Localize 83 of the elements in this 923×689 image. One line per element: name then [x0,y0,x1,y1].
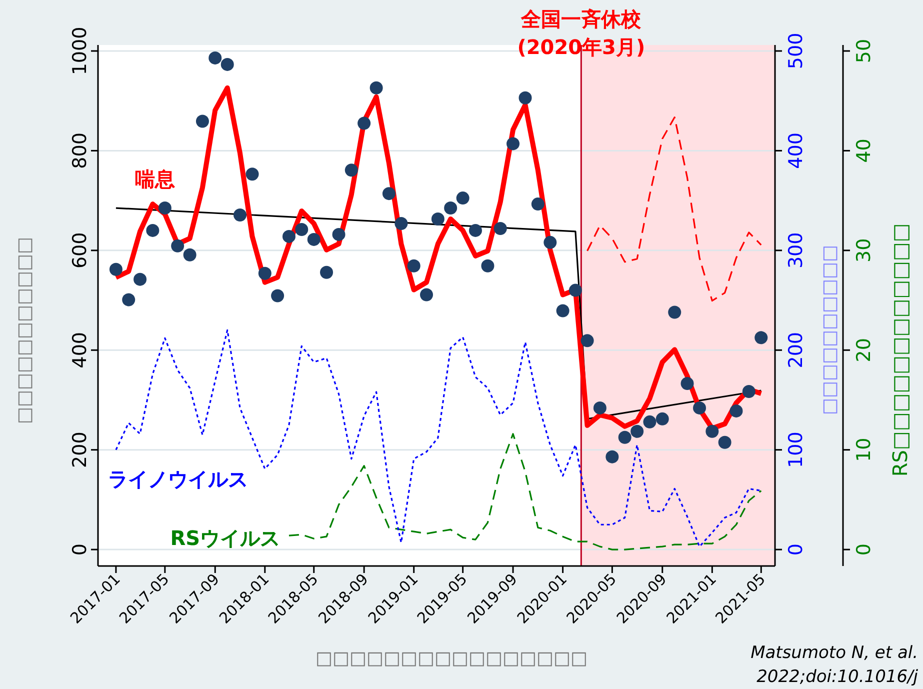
point [394,216,408,230]
point [295,222,308,236]
point [668,306,682,319]
y-tick-label: 800 [69,132,91,169]
point [258,266,272,280]
point [531,198,544,211]
point [656,412,669,426]
point [146,224,160,237]
point [420,288,433,302]
point [407,259,420,272]
y-tick-label: 600 [69,232,91,269]
point [556,304,570,318]
point [382,187,396,200]
point [742,385,756,398]
point [618,430,632,444]
point [706,424,719,438]
point [643,415,656,428]
point [693,401,706,414]
point [332,228,346,241]
point [271,289,284,302]
point [444,202,458,215]
point [630,424,644,438]
point [344,164,358,177]
point [568,284,582,297]
point [468,224,482,237]
y2-tick-label: 500 [785,32,807,70]
y-tick-label: 200 [69,432,91,468]
y2-tick-label: 400 [785,132,807,169]
point [680,377,694,390]
y3-tick-label: 0 [853,544,875,556]
point [606,450,619,464]
point [518,91,532,104]
ref-line-label: 全国一斉休校 (2020年3月) [517,7,646,59]
series-label: RSウイルス [170,526,280,550]
y2-tick-label: 100 [785,432,807,468]
point [456,192,470,205]
y-tick-label: 0 [69,544,91,556]
point [196,114,209,128]
y3-tick-label: 50 [853,38,875,64]
y-tick-label: 1000 [69,26,91,76]
point [307,232,320,246]
point [431,212,444,226]
point [481,259,494,272]
point [730,404,743,418]
y2-axis-title: □□□□□□□□□□ [819,244,840,416]
point [109,262,122,276]
series-label: 喘息 [135,167,175,191]
point [208,51,222,64]
point [754,331,768,344]
y-axis-title: □□□□□□□□□□□ [14,236,35,424]
y2-tick-label: 300 [785,232,807,269]
point [183,248,196,262]
point [370,81,383,94]
point [220,58,234,71]
y3-tick-label: 10 [853,438,875,462]
y3-tick-label: 20 [853,338,875,362]
text: Matsumoto N, et al. [750,643,918,663]
point [494,222,507,235]
point [234,208,247,222]
point [506,137,520,150]
x-axis-title: □□□□□□□□□□□□□□□□ [315,648,588,669]
y3-tick-label: 30 [853,238,875,262]
point [320,266,334,279]
line-series [586,116,762,302]
y2-tick-label: 200 [785,332,807,368]
point [158,202,172,215]
y3-axis-title: RS□□□□□□□□□□□□ [888,223,912,477]
point [718,436,732,449]
text: 2022;doi:10.1016/j [756,667,918,687]
point [171,239,184,252]
series-label: ライノウイルス [108,467,248,491]
y3-tick-label: 40 [853,138,875,163]
point [134,272,147,286]
point [122,293,136,306]
point [358,116,371,130]
y2-tick-label: 0 [785,544,807,556]
point [544,236,557,249]
line-series [288,433,762,550]
point [580,334,594,348]
point [282,230,296,243]
point [593,401,606,414]
point [246,168,259,181]
y-tick-label: 400 [69,332,91,368]
